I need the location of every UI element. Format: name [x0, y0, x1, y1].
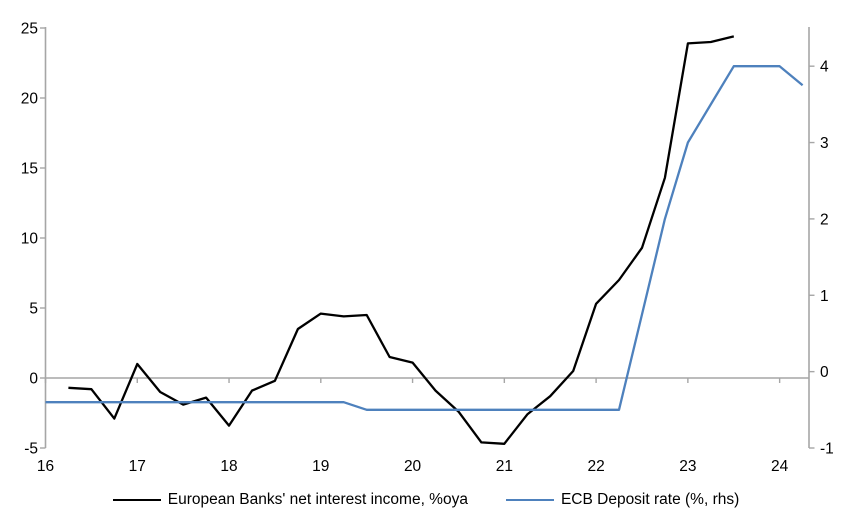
- left-axis-tick-label: -5: [24, 441, 38, 458]
- legend-item-ecb-deposit-rate: ECB Deposit rate (%, rhs): [505, 491, 740, 509]
- right-axis-tick-label: 3: [820, 135, 829, 152]
- x-axis-tick-label: 24: [771, 458, 789, 475]
- legend-label-net-interest-income: European Banks' net interest income, %oy…: [167, 491, 468, 508]
- blue-line-swatch: [505, 498, 554, 502]
- x-axis-tick-label: 17: [129, 458, 146, 475]
- deposit-rate-line: [45, 65, 804, 411]
- x-axis-tick-label: 18: [220, 458, 237, 475]
- left-axis-tick-label: 10: [21, 231, 39, 248]
- x-axis-tick-label: 16: [37, 458, 54, 475]
- left-axis-tick-label: 0: [29, 371, 38, 388]
- x-axis-tick-label: 21: [496, 458, 513, 475]
- right-axis-tick-label: 1: [820, 288, 829, 305]
- legend-label-ecb-deposit-rate: ECB Deposit rate (%, rhs): [560, 491, 740, 508]
- left-axis-tick-label: 25: [21, 21, 38, 38]
- legend: European Banks' net interest income, %oy…: [0, 491, 852, 509]
- legend-item-net-interest-income: European Banks' net interest income, %oy…: [112, 491, 468, 509]
- x-axis-tick-label: 19: [312, 458, 329, 475]
- x-axis-tick-label: 23: [679, 458, 696, 475]
- black-line-swatch: [112, 498, 161, 502]
- left-axis-tick-label: 20: [21, 91, 39, 108]
- right-axis-tick-label: 4: [820, 59, 829, 76]
- x-axis-tick-label: 22: [587, 458, 604, 475]
- right-axis-tick-label: 2: [820, 211, 829, 228]
- right-axis-tick-label: 0: [820, 364, 829, 381]
- x-axis-tick-label: 20: [404, 458, 422, 475]
- nii-line: [68, 35, 735, 445]
- left-axis-tick-label: 5: [29, 301, 38, 318]
- left-axis-tick-label: 15: [21, 161, 38, 178]
- right-axis-tick-label: -1: [820, 441, 834, 458]
